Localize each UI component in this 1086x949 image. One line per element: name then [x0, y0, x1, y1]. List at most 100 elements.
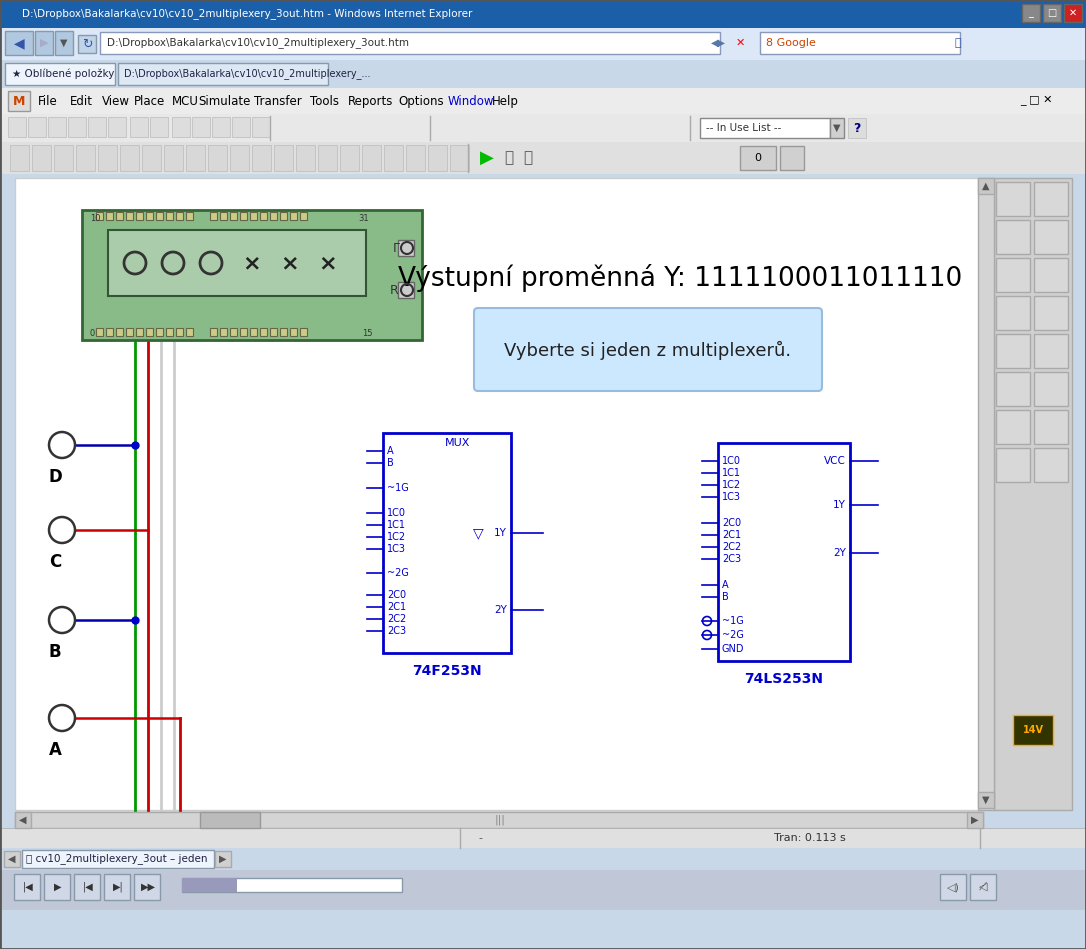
Text: ~1G: ~1G — [387, 483, 408, 493]
Text: 1C1: 1C1 — [387, 520, 406, 530]
Text: 1C3: 1C3 — [387, 544, 406, 554]
Bar — [996, 334, 1030, 368]
Bar — [4, 851, 20, 867]
Bar — [996, 258, 1030, 292]
Text: ↻: ↻ — [81, 38, 92, 50]
Bar — [230, 328, 237, 336]
Text: Tools: Tools — [310, 95, 339, 107]
Text: ▶▶: ▶▶ — [140, 882, 155, 892]
Bar — [280, 328, 287, 336]
Bar — [290, 328, 296, 336]
Bar — [280, 212, 287, 220]
Bar — [0, 60, 1086, 88]
Text: ◁): ◁) — [947, 882, 959, 892]
Bar — [186, 212, 193, 220]
Text: C: C — [49, 553, 61, 571]
Text: Edit: Edit — [70, 95, 93, 107]
Text: 📄 cv10_2multiplexery_3out – jeden: 📄 cv10_2multiplexery_3out – jeden — [26, 853, 207, 865]
Bar — [1043, 4, 1061, 22]
Text: D:\Dropbox\Bakalarka\cv10\cv10_2multiplexery_...: D:\Dropbox\Bakalarka\cv10\cv10_2multiple… — [124, 68, 370, 80]
Text: 2C2: 2C2 — [387, 614, 406, 624]
Text: ◀: ◀ — [20, 815, 27, 825]
Bar — [252, 145, 272, 171]
Text: ▶|: ▶| — [113, 882, 124, 892]
Bar — [0, 114, 1086, 142]
Text: ×: × — [318, 253, 338, 273]
Bar — [136, 212, 143, 220]
Bar — [978, 792, 994, 808]
Bar — [200, 812, 260, 828]
Bar — [96, 328, 103, 336]
Bar — [150, 117, 168, 137]
Bar — [220, 212, 227, 220]
Text: 1Y: 1Y — [494, 528, 507, 538]
Bar — [100, 32, 720, 54]
Text: Window: Window — [449, 95, 494, 107]
Text: ▶: ▶ — [971, 815, 978, 825]
Text: VCC: VCC — [824, 456, 846, 466]
Bar — [340, 145, 359, 171]
Bar — [35, 31, 53, 55]
Text: ▶: ▶ — [54, 882, 62, 892]
Bar — [230, 212, 237, 220]
Bar — [1034, 296, 1068, 330]
Bar — [54, 145, 73, 171]
Text: ▽: ▽ — [472, 526, 483, 540]
Bar — [5, 31, 33, 55]
Text: Help: Help — [492, 95, 519, 107]
Bar — [10, 145, 29, 171]
Bar — [182, 878, 402, 892]
Bar — [68, 117, 86, 137]
Bar — [186, 328, 193, 336]
Bar — [76, 145, 94, 171]
Bar — [996, 448, 1030, 482]
Bar — [126, 212, 132, 220]
Bar — [760, 32, 960, 54]
Bar — [274, 145, 293, 171]
Bar — [996, 372, 1030, 406]
Text: ⏸: ⏸ — [504, 151, 514, 165]
Text: GND: GND — [722, 644, 745, 654]
Bar — [240, 212, 247, 220]
Bar — [406, 145, 425, 171]
Text: ▼: ▼ — [982, 795, 989, 805]
Text: M: M — [13, 95, 25, 107]
Text: 2C3: 2C3 — [722, 554, 741, 564]
Text: B: B — [387, 458, 394, 468]
Bar — [134, 874, 160, 900]
Text: 74F253N: 74F253N — [413, 664, 482, 678]
Text: ▶: ▶ — [480, 149, 494, 167]
Text: Options: Options — [397, 95, 443, 107]
Text: 1C1: 1C1 — [722, 468, 741, 478]
Bar — [209, 145, 227, 171]
Bar — [970, 874, 996, 900]
Bar — [14, 874, 40, 900]
Bar — [15, 812, 31, 828]
Text: ▶: ▶ — [219, 854, 227, 864]
Text: ✕: ✕ — [1069, 8, 1077, 18]
Bar — [31, 145, 51, 171]
Text: ×: × — [242, 253, 262, 273]
Text: Vyberte si jeden z multiplexerů.: Vyberte si jeden z multiplexerů. — [504, 341, 792, 360]
Bar — [119, 145, 139, 171]
Text: A: A — [49, 741, 62, 759]
Text: A: A — [722, 580, 729, 590]
Text: 10: 10 — [90, 214, 101, 222]
Bar — [830, 118, 844, 138]
Bar — [22, 850, 214, 868]
Bar — [1034, 220, 1068, 254]
Bar — [146, 328, 153, 336]
Bar — [108, 230, 366, 296]
Text: ▶: ▶ — [40, 38, 48, 48]
Bar — [1034, 448, 1068, 482]
Text: |||: ||| — [494, 815, 505, 826]
Text: Reports: Reports — [348, 95, 393, 107]
Bar — [270, 328, 277, 336]
Bar — [130, 117, 148, 137]
Bar — [296, 145, 315, 171]
Text: |◀: |◀ — [23, 882, 34, 892]
Bar — [5, 63, 115, 85]
Bar — [15, 812, 983, 828]
FancyBboxPatch shape — [473, 308, 822, 391]
Bar — [8, 91, 30, 111]
